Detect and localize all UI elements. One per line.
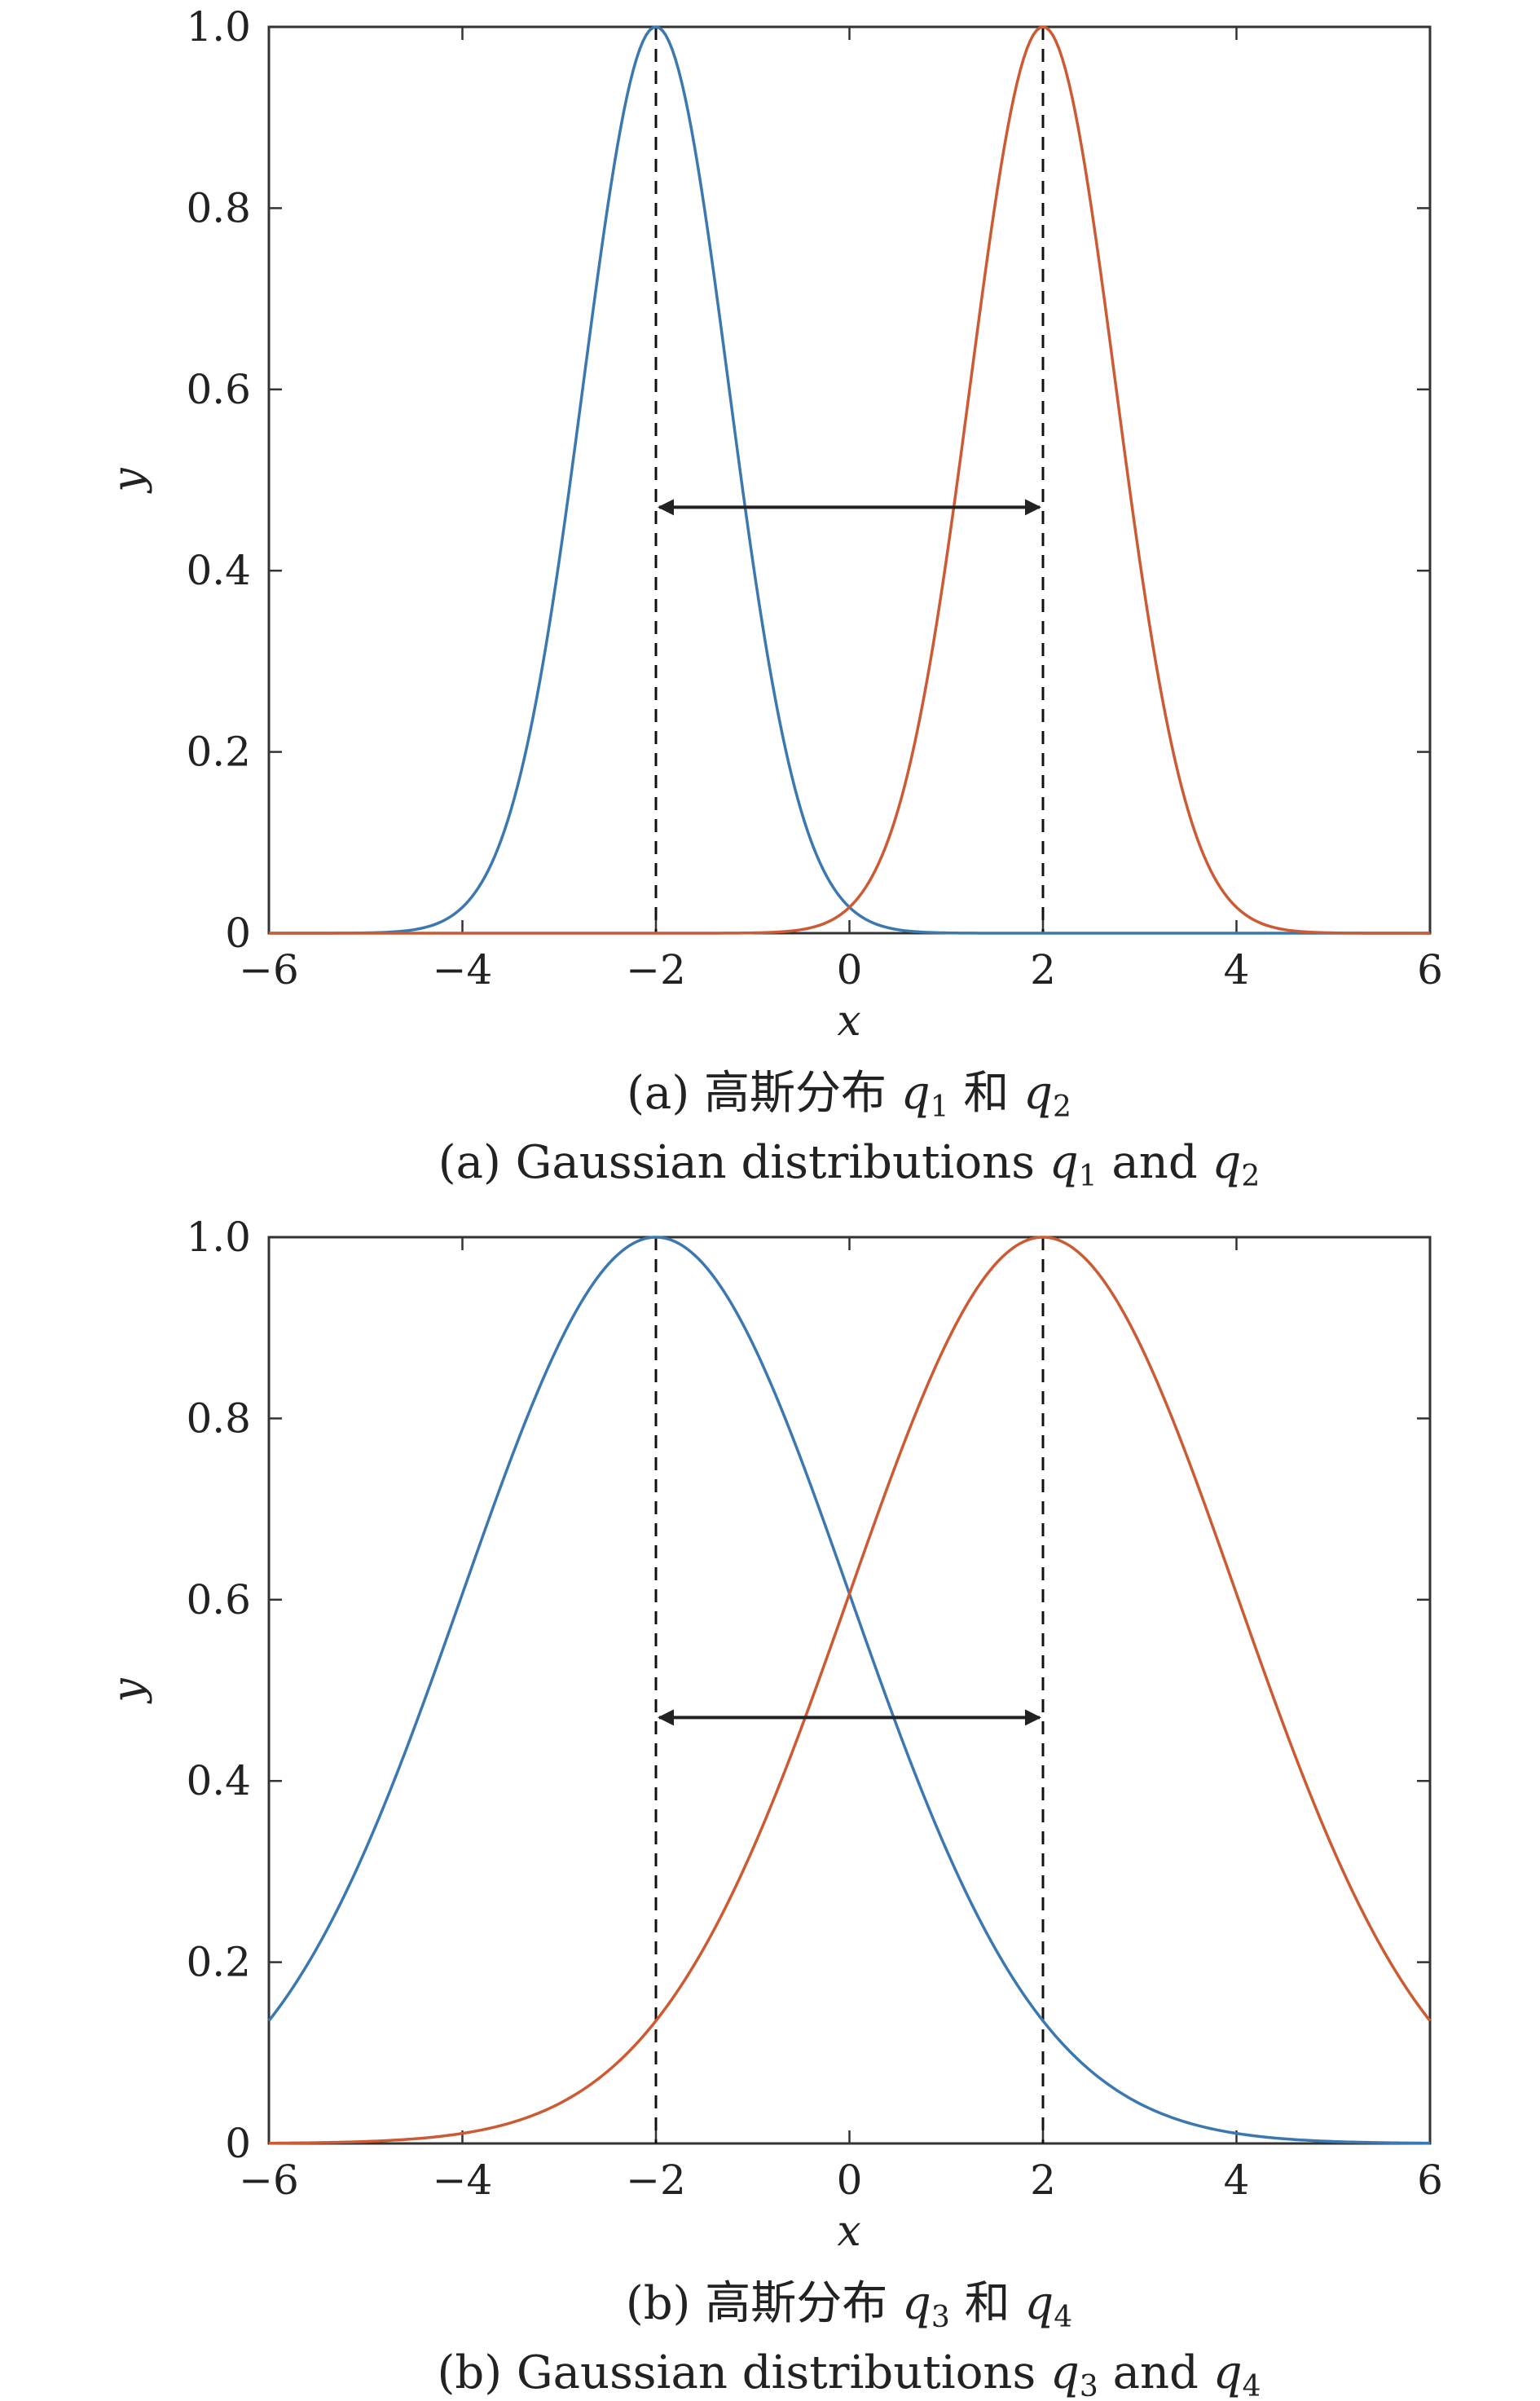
y-axis-label: y (104, 1678, 153, 1704)
caption-zh: (a) 高斯分布 q1 和 q2 (627, 1067, 1071, 1124)
series-line-1 (267, 1236, 1431, 2145)
x-tick-label: 2 (1030, 2156, 1056, 2204)
caption-zh: (b) 高斯分布 q3 和 q4 (626, 2277, 1072, 2334)
x-tick-label: 4 (1224, 2156, 1250, 2204)
x-axis-label: x (837, 2207, 860, 2256)
y-tick-label: 0 (225, 910, 251, 957)
caption-en: (b) Gaussian distributions q3 and q4 (438, 2346, 1261, 2401)
x-ticks (267, 1237, 1432, 2143)
x-tick-label: 0 (837, 2156, 863, 2204)
y-tick-label: 0.8 (186, 184, 251, 231)
x-tick-label: 4 (1224, 946, 1250, 993)
series-line-1 (269, 25, 1430, 935)
x-tick-label: −2 (626, 946, 686, 993)
x-tick-label: −4 (433, 2156, 493, 2204)
y-tick-label: 0.6 (186, 366, 251, 413)
y-tick-labels: 0 0.2 0.4 0.6 0.8 1.0 (186, 1214, 251, 2167)
x-tick-label: 2 (1030, 946, 1056, 993)
plot-frame (267, 25, 1432, 935)
y-tick-label: 1.0 (186, 1214, 251, 1261)
series-line-2 (269, 25, 1430, 935)
x-tick-label: 6 (1417, 946, 1443, 993)
y-tick-labels: 0 0.2 0.4 0.6 0.8 1.0 (186, 3, 251, 957)
y-tick-label: 0.4 (186, 1757, 251, 1804)
series-line-2 (268, 1236, 1432, 2145)
x-tick-labels: −6 −4 −2 0 2 4 6 (239, 2156, 1443, 2204)
x-tick-label: 6 (1417, 2156, 1443, 2204)
y-tick-label: 0 (225, 2120, 251, 2167)
x-tick-label: −6 (239, 2156, 299, 2204)
x-tick-labels: −6 −4 −2 0 2 4 6 (239, 946, 1443, 993)
x-ticks (267, 27, 1432, 933)
series-lines (269, 25, 1430, 935)
y-ticks (269, 1236, 1430, 2145)
panel-a: −6 −4 −2 0 2 4 6 0 0.2 0.4 0.6 0.8 1.0 x y (a) 高斯分布… (104, 3, 1443, 1193)
y-tick-label: 0.6 (186, 1576, 251, 1623)
reference-lines (654, 1237, 1045, 2143)
x-tick-label: −2 (626, 2156, 686, 2204)
y-axis-label: y (104, 468, 153, 494)
plot-frame (267, 1236, 1432, 2145)
x-axis-label: x (837, 997, 860, 1046)
reference-lines (654, 27, 1045, 933)
y-tick-label: 0.2 (186, 1939, 251, 1986)
panel-b: −6 −4 −2 0 2 4 6 0 0.2 0.4 0.6 0.8 1.0 x y (b) 高斯分布… (104, 1214, 1443, 2401)
y-tick-label: 0.4 (186, 547, 251, 594)
x-tick-label: 0 (837, 946, 863, 993)
y-tick-label: 0.8 (186, 1394, 251, 1442)
series-lines (267, 1236, 1432, 2145)
caption-en: (a) Gaussian distributions q1 and q2 (438, 1136, 1260, 1193)
y-tick-label: 0.2 (186, 729, 251, 776)
x-tick-label: −6 (239, 946, 299, 993)
x-tick-label: −4 (433, 946, 493, 993)
y-ticks (269, 25, 1430, 935)
y-tick-label: 1.0 (186, 3, 251, 51)
